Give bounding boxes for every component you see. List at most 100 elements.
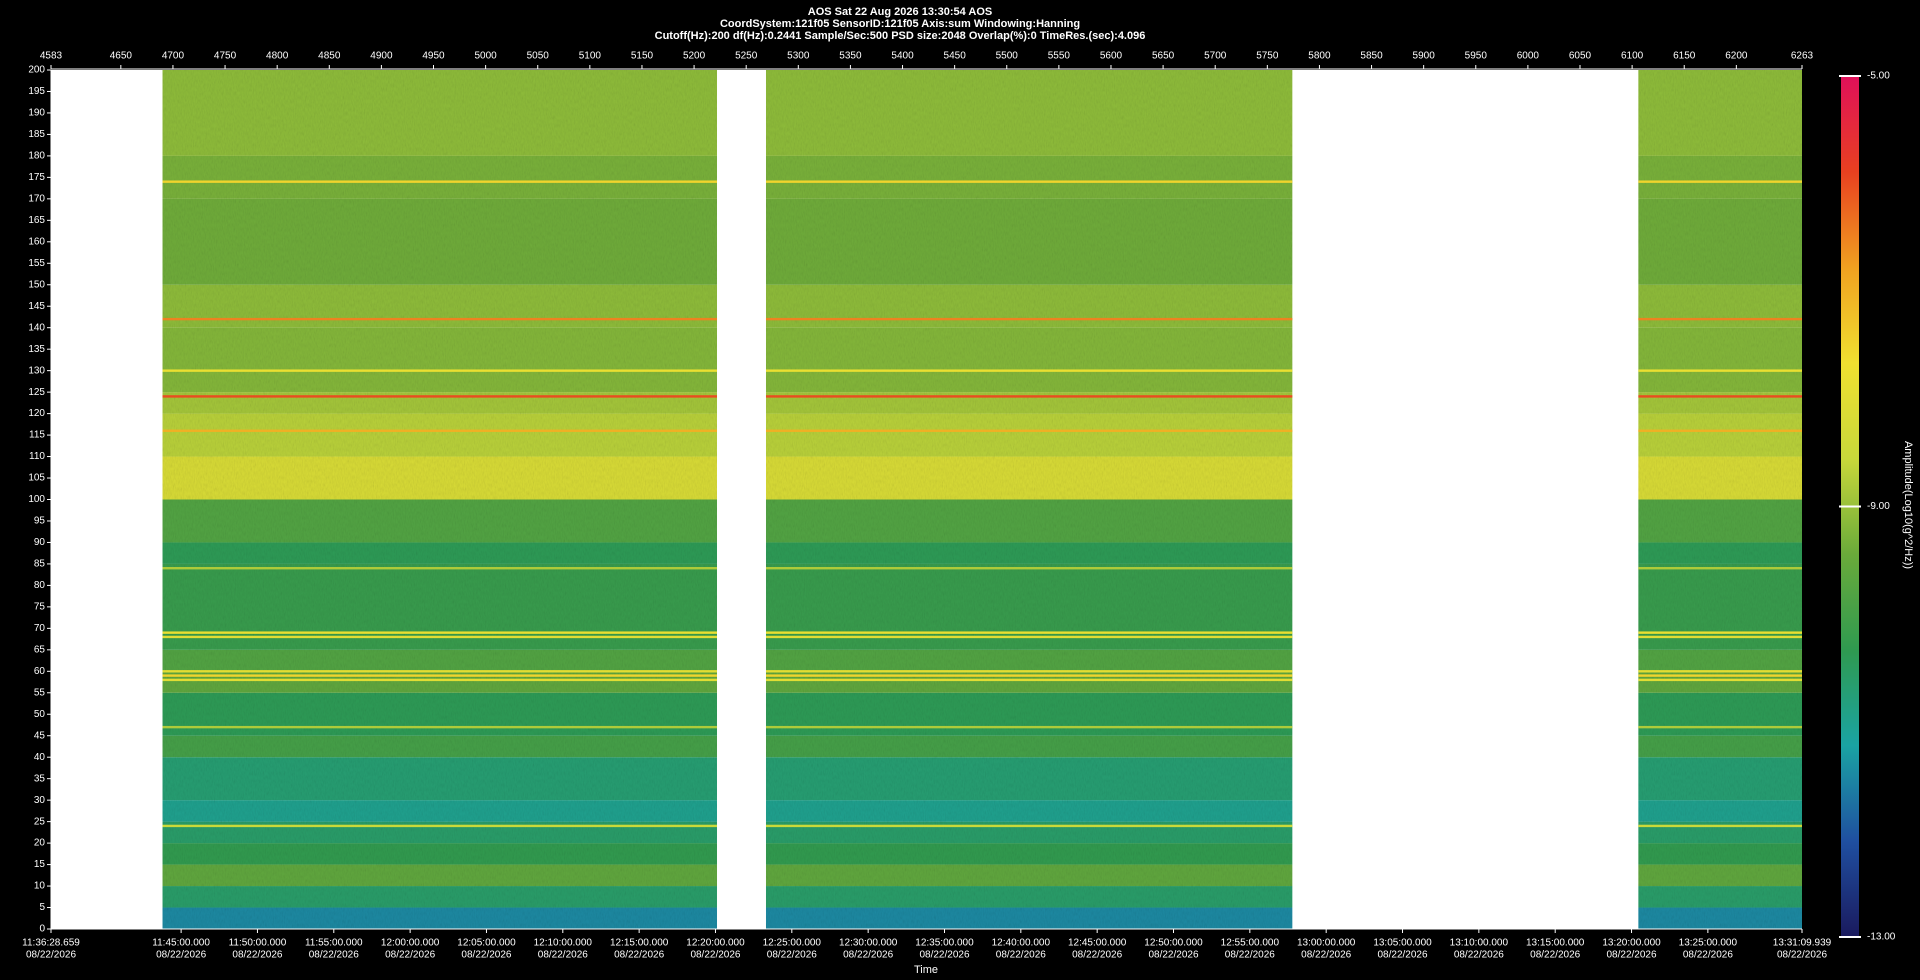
x-tick-label: 5800 [1308,51,1331,62]
spectral-line [765,670,1293,673]
y-tick-label: 85 [34,559,46,570]
y-tick-label: 40 [34,752,46,763]
spectral-line [162,631,718,634]
x2-tick-date: 08/22/2026 [1225,950,1275,961]
chart-title: AOS Sat 22 Aug 2026 13:30:54 AOS [808,6,992,18]
chart-subtitle: CoordSystem:121f05 SensorID:121f05 Axis:… [720,18,1080,30]
x2-tick-date: 08/22/2026 [156,950,206,961]
x2-tick-date: 08/22/2026 [919,950,969,961]
spectral-line [1638,631,1802,634]
x2-tick-label: 12:30:00.000 [839,938,898,949]
colorbar-tick-label: -9.00 [1867,501,1890,512]
x-tick-label: 6000 [1517,51,1540,62]
x2-tick-date: 08/22/2026 [26,950,76,961]
x-tick-label: 4850 [318,51,341,62]
y-tick-label: 95 [34,516,46,527]
y-tick-label: 5 [39,902,45,913]
x2-tick-label: 13:05:00.000 [1373,938,1432,949]
x2-tick-date: 08/22/2026 [1148,950,1198,961]
spectral-line [1638,674,1802,677]
spectral-line [1638,678,1802,682]
chart-subtitle: Cutoff(Hz):200 df(Hz):0.2441 Sample/Sec:… [655,30,1146,42]
x2-tick-date: 08/22/2026 [1377,950,1427,961]
x-tick-label: 6100 [1621,51,1644,62]
spectral-line [1638,395,1802,398]
x-tick-label: 5100 [579,51,602,62]
x2-tick-label: 12:50:00.000 [1144,938,1203,949]
x-tick-label: 5350 [839,51,862,62]
x2-tick-label: 11:55:00.000 [305,938,363,949]
spectral-line [765,567,1293,570]
x2-tick-label: 12:35:00.000 [915,938,974,949]
x2-tick-label: 13:20:00.000 [1602,938,1661,949]
y-tick-label: 170 [28,193,45,204]
x2-tick-label: 12:55:00.000 [1221,938,1280,949]
spectral-line [765,635,1293,639]
spectral-line [1638,824,1802,828]
x-tick-label: 5050 [527,51,550,62]
y-tick-label: 115 [29,430,45,441]
x-tick-label: 5450 [944,51,967,62]
x-tick-label: 4650 [110,51,133,62]
spectral-line [765,395,1293,398]
spectral-line [162,429,718,432]
y-tick-label: 70 [34,623,46,634]
colorbar-title: Amplitude(Log10(g^2/Hz)) [1902,441,1914,569]
x2-tick-label: 12:05:00.000 [457,938,516,949]
y-tick-label: 160 [28,236,45,247]
spectral-line [162,725,718,729]
y-tick-label: 100 [28,494,45,505]
y-tick-label: 25 [34,816,46,827]
y-tick-label: 0 [39,924,45,935]
y-tick-label: 125 [28,387,45,398]
spectral-line [162,824,718,828]
x-tick-label: 6150 [1673,51,1696,62]
x2-tick-label: 13:15:00.000 [1526,938,1585,949]
x-tick-label: 4950 [422,51,445,62]
x-tick-label: 5550 [1048,51,1071,62]
y-tick-label: 50 [34,709,46,720]
y-tick-label: 75 [34,602,46,613]
x2-tick-label: 13:31:09.939 [1773,938,1832,949]
x-tick-label: 5300 [787,51,810,62]
x2-tick-label: 12:40:00.000 [992,938,1051,949]
x2-tick-date: 08/22/2026 [385,950,435,961]
x-tick-label: 5650 [1152,51,1175,62]
spectral-line [1638,670,1802,673]
x-tick-label: 5850 [1360,51,1383,62]
x2-tick-label: 12:00:00.000 [381,938,440,949]
spectral-line [162,670,718,673]
y-tick-label: 140 [28,322,45,333]
spectral-line [1638,429,1802,432]
x2-tick-date: 08/22/2026 [996,950,1046,961]
x2-tick-label: 13:10:00.000 [1450,938,1509,949]
x2-tick-date: 08/22/2026 [1683,950,1733,961]
x2-tick-date: 08/22/2026 [614,950,664,961]
y-tick-label: 80 [34,580,46,591]
spectral-line [162,674,718,677]
spectral-line [1638,180,1802,183]
spectral-line [162,180,718,183]
spectral-line [765,317,1293,321]
x-tick-label: 5600 [1100,51,1123,62]
y-tick-label: 190 [28,108,45,119]
x-tick-label: 5250 [735,51,758,62]
y-tick-label: 65 [34,644,46,655]
y-tick-label: 10 [34,881,46,892]
spectral-line [1638,567,1802,570]
spectral-line [162,395,718,398]
x2-tick-label: 12:15:00.000 [610,938,669,949]
y-tick-label: 165 [28,215,45,226]
x2-tick-date: 08/22/2026 [690,950,740,961]
y-tick-label: 175 [28,172,45,183]
x2-tick-date: 08/22/2026 [232,950,282,961]
spectral-line [765,678,1293,682]
spectral-line [765,180,1293,183]
y-tick-label: 30 [34,795,46,806]
spectral-line [1638,725,1802,729]
x-tick-label: 4900 [370,51,393,62]
y-tick-label: 195 [28,86,45,97]
x-tick-label: 4700 [162,51,185,62]
